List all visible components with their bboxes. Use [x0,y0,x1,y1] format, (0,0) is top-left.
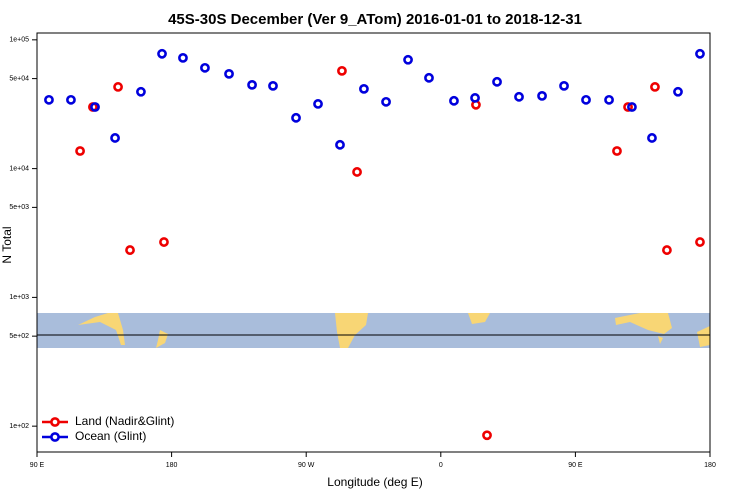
point [268,80,278,91]
point [136,86,146,97]
point [247,79,257,90]
point [110,133,120,143]
point [537,90,547,101]
point [75,146,85,156]
point [662,245,672,255]
point [612,146,622,156]
y-tick-label: 1e+03 [9,294,29,301]
point [381,96,391,107]
x-axis-label: Longitude (deg E) [327,475,422,489]
point [113,82,123,92]
point [44,94,54,105]
point [424,72,434,83]
y-tick-label: 1e+02 [9,423,29,430]
map-band [37,313,710,348]
point [559,80,569,91]
legend-marker [50,432,60,442]
point [178,52,188,63]
point [291,112,301,123]
y-tick-label: 5e+04 [9,75,29,82]
point [159,237,169,247]
x-tick-label: 90 E [30,462,45,469]
point [66,94,76,105]
point [514,91,524,102]
x-tick-label: 90 W [298,462,315,469]
point [492,76,502,87]
x-tick-label: 180 [704,462,716,469]
point [470,93,480,103]
point [337,65,347,76]
point [359,83,369,94]
plot-frame [36,32,711,453]
x-tick-label: 0 [439,462,443,469]
y-tick-label: 5e+02 [9,333,29,340]
x-tick-label: 180 [166,462,178,469]
y-axis-label: N Total [0,226,14,263]
point [224,68,234,79]
point [650,82,660,92]
legend-marker [50,417,60,427]
point [647,133,657,143]
point [313,99,323,109]
point [604,94,614,105]
point [157,48,167,59]
y-tick-label: 1e+04 [9,165,29,172]
legend-label: Land (Nadir&Glint) [75,414,174,428]
point [403,54,413,65]
x-tick-label: 90 E [568,462,583,469]
point [352,167,362,177]
point [673,86,683,97]
point [627,102,637,112]
chart-title: 45S-30S December (Ver 9_ATom) 2016-01-01… [168,11,582,28]
point [90,102,100,112]
point [449,95,459,106]
point [623,102,633,112]
point [581,94,591,105]
y-tick-label: 1e+05 [9,37,29,44]
point [125,245,135,255]
point [200,62,210,73]
point [335,139,345,150]
point [482,430,492,441]
y-tick-label: 5e+03 [9,204,29,211]
point [695,48,705,59]
legend-label: Ocean (Glint) [75,429,146,443]
point [695,237,705,247]
